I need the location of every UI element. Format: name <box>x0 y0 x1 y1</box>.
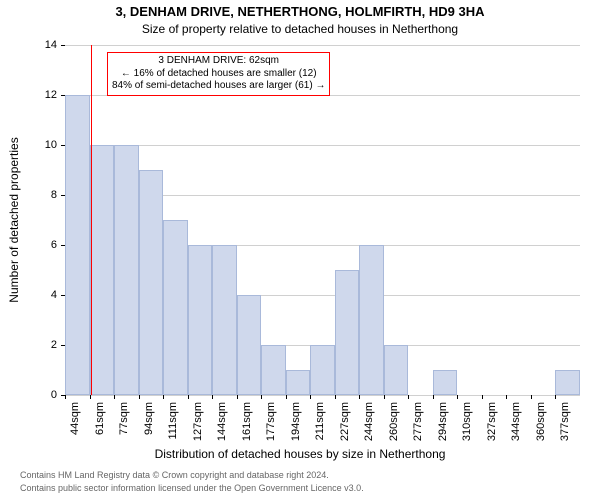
footnote-1: Contains HM Land Registry data © Crown c… <box>20 470 329 480</box>
y-tick-label: 8 <box>27 189 57 201</box>
histogram-bar <box>433 370 458 395</box>
histogram-bar <box>237 295 262 395</box>
histogram-bar <box>65 95 90 395</box>
page-title: 3, DENHAM DRIVE, NETHERTHONG, HOLMFIRTH,… <box>0 4 600 19</box>
chart-container: 3, DENHAM DRIVE, NETHERTHONG, HOLMFIRTH,… <box>0 0 600 500</box>
x-tick-mark <box>237 395 238 399</box>
histogram-bar <box>384 345 409 395</box>
histogram-bar <box>188 245 213 395</box>
x-tick-mark <box>139 395 140 399</box>
histogram-bar <box>555 370 580 395</box>
histogram-bar <box>286 370 311 395</box>
x-tick-mark <box>310 395 311 399</box>
x-tick-mark <box>408 395 409 399</box>
y-tick-label: 14 <box>27 39 57 51</box>
x-tick-mark <box>359 395 360 399</box>
annotation-box: 3 DENHAM DRIVE: 62sqm← 16% of detached h… <box>107 52 330 96</box>
chart-subtitle: Size of property relative to detached ho… <box>0 22 600 36</box>
x-tick-mark <box>114 395 115 399</box>
x-axis-label: Distribution of detached houses by size … <box>0 447 600 461</box>
plot-area: 3 DENHAM DRIVE: 62sqm← 16% of detached h… <box>65 45 580 395</box>
x-tick-mark <box>433 395 434 399</box>
histogram-bar <box>212 245 237 395</box>
x-tick-mark <box>457 395 458 399</box>
x-tick-mark <box>212 395 213 399</box>
x-tick-mark <box>261 395 262 399</box>
annotation-line: 84% of semi-detached houses are larger (… <box>112 80 325 93</box>
histogram-bar <box>90 145 115 395</box>
x-tick-mark <box>286 395 287 399</box>
gridline <box>65 45 580 46</box>
x-tick-mark <box>555 395 556 399</box>
histogram-bar <box>335 270 360 395</box>
x-tick-mark <box>482 395 483 399</box>
annotation-line: ← 16% of detached houses are smaller (12… <box>112 68 325 81</box>
y-axis-label: Number of detached properties <box>7 137 21 302</box>
y-tick-label: 0 <box>27 389 57 401</box>
x-tick-mark <box>531 395 532 399</box>
histogram-bar <box>261 345 286 395</box>
x-tick-mark <box>506 395 507 399</box>
x-tick-mark <box>188 395 189 399</box>
reference-line <box>91 45 92 395</box>
y-tick-label: 10 <box>27 139 57 151</box>
histogram-bar <box>163 220 188 395</box>
x-tick-mark <box>384 395 385 399</box>
histogram-bar <box>310 345 335 395</box>
histogram-bar <box>359 245 384 395</box>
footnote-2: Contains public sector information licen… <box>20 483 364 493</box>
annotation-line: 3 DENHAM DRIVE: 62sqm <box>112 55 325 68</box>
y-tick-label: 4 <box>27 289 57 301</box>
y-tick-label: 2 <box>27 339 57 351</box>
x-tick-mark <box>335 395 336 399</box>
x-tick-mark <box>90 395 91 399</box>
histogram-bar <box>114 145 139 395</box>
gridline <box>65 145 580 146</box>
gridline <box>65 395 580 396</box>
y-tick-label: 12 <box>27 89 57 101</box>
histogram-bar <box>139 170 164 395</box>
y-tick-label: 6 <box>27 239 57 251</box>
x-tick-mark <box>65 395 66 399</box>
x-tick-mark <box>163 395 164 399</box>
